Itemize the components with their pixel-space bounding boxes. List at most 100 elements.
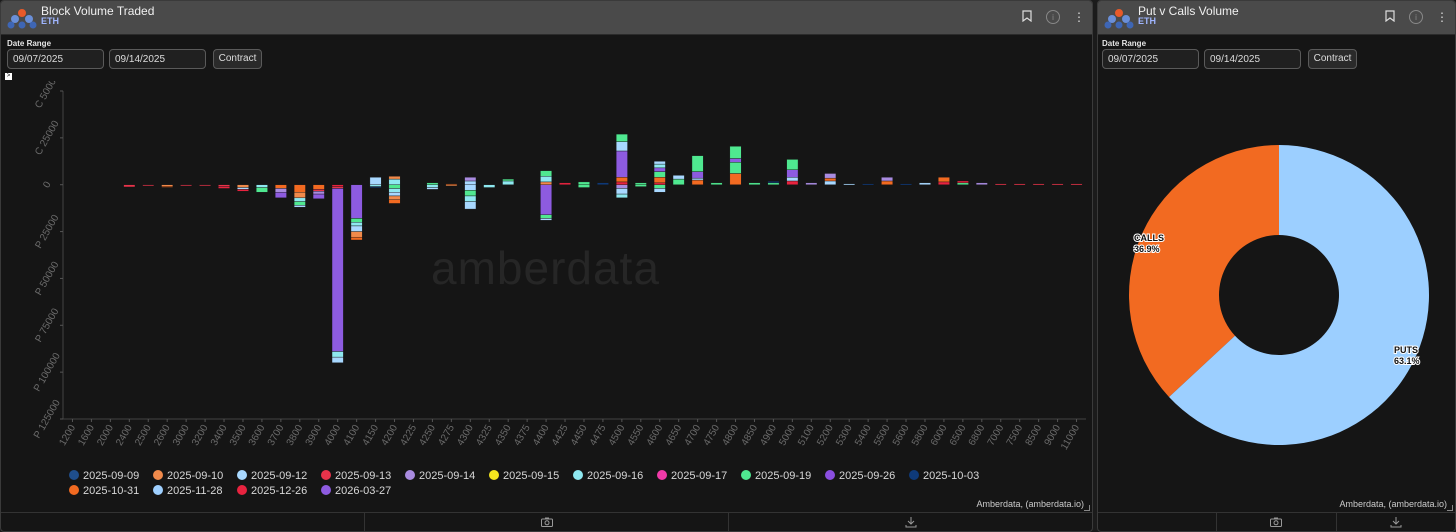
bar-segment[interactable] <box>824 177 837 182</box>
legend-item[interactable]: 2025-09-26 <box>825 470 895 482</box>
bar-segment[interactable] <box>540 214 552 219</box>
bar-segment[interactable] <box>956 182 969 185</box>
bar-segment[interactable] <box>426 182 439 185</box>
bar-segment[interactable] <box>199 184 211 187</box>
bar-segment[interactable] <box>653 188 666 193</box>
bar-segment[interactable] <box>1013 183 1026 186</box>
bar-segment[interactable] <box>237 184 249 188</box>
bar-segment[interactable] <box>142 184 155 187</box>
bar-segment[interactable] <box>237 187 249 190</box>
bar-segment[interactable] <box>161 184 174 187</box>
bar-segment[interactable] <box>388 199 401 204</box>
bar-segment[interactable] <box>331 188 344 352</box>
download-icon[interactable] <box>1337 513 1455 531</box>
bar-segment[interactable] <box>578 184 590 188</box>
bar-segment[interactable] <box>350 231 363 238</box>
legend-item[interactable]: 2025-09-15 <box>489 470 559 482</box>
bar-segment[interactable] <box>919 182 931 185</box>
bar-segment[interactable] <box>540 181 552 185</box>
camera-icon[interactable] <box>365 513 729 531</box>
bar-segment[interactable] <box>824 173 837 179</box>
bar-segment[interactable] <box>938 177 950 183</box>
bar-segment[interactable] <box>729 158 742 163</box>
more-vert-icon[interactable]: ⋮ <box>1436 10 1448 24</box>
bar-segment[interactable] <box>615 193 628 199</box>
bar-segment[interactable] <box>634 182 647 185</box>
bar-segment[interactable] <box>653 167 666 172</box>
bar-segment[interactable] <box>293 192 306 199</box>
bar-segment[interactable] <box>369 184 382 187</box>
bar-segment[interactable] <box>653 182 666 185</box>
bar-segment[interactable] <box>691 155 704 172</box>
bar-segment[interactable] <box>464 201 477 210</box>
bar-segment[interactable] <box>312 193 325 199</box>
bar-segment[interactable] <box>748 182 761 185</box>
bar-segment[interactable] <box>369 177 382 185</box>
resize-handle[interactable] <box>1447 505 1453 511</box>
bar-segment[interactable] <box>615 188 628 195</box>
camera-icon[interactable] <box>1217 513 1337 531</box>
bar-segment[interactable] <box>350 184 363 219</box>
bar-segment[interactable] <box>710 182 723 185</box>
bar-segment[interactable] <box>1051 183 1064 186</box>
bar-segment[interactable] <box>331 351 344 358</box>
bar-segment[interactable] <box>653 177 666 184</box>
legend-item[interactable]: 2025-09-10 <box>153 470 223 482</box>
date-to-input[interactable] <box>1204 49 1301 69</box>
bar-segment[interactable] <box>388 195 401 200</box>
bookmark-icon[interactable] <box>1020 10 1034 24</box>
legend-item[interactable]: 2025-10-31 <box>69 485 139 497</box>
bar-segment[interactable] <box>445 184 458 187</box>
bar-segment[interactable] <box>464 180 477 185</box>
bar-segment[interactable] <box>350 225 363 232</box>
bar-segment[interactable] <box>767 182 780 185</box>
info-icon[interactable]: i <box>1409 10 1423 24</box>
bar-segment[interactable] <box>293 184 306 193</box>
bar-segment[interactable] <box>256 184 268 188</box>
bar-segment[interactable] <box>975 182 988 185</box>
bar-segment[interactable] <box>312 191 325 195</box>
bar-segment[interactable] <box>729 146 742 159</box>
contract-button[interactable]: Contract <box>213 49 262 69</box>
bar-segment[interactable] <box>464 184 477 191</box>
bar-segment[interactable] <box>691 179 704 185</box>
bar-segment[interactable] <box>464 190 477 197</box>
bar-segment[interactable] <box>464 177 477 182</box>
donut-slice[interactable] <box>1169 145 1429 445</box>
resize-handle[interactable] <box>1084 505 1090 511</box>
bar-segment[interactable] <box>615 181 628 185</box>
bar-segment[interactable] <box>388 176 401 180</box>
bar-segment[interactable] <box>540 170 552 177</box>
legend-item[interactable]: 2026-03-27 <box>321 485 391 497</box>
expand-chevron-icon[interactable]: > <box>5 73 12 80</box>
bar-segment[interactable] <box>862 183 875 186</box>
bar-segment[interactable] <box>293 201 306 206</box>
bar-segment[interactable] <box>824 180 837 185</box>
bar-segment[interactable] <box>615 133 628 142</box>
bar-segment[interactable] <box>691 177 704 181</box>
bar-segment[interactable] <box>426 187 439 190</box>
bar-segment[interactable] <box>634 184 647 187</box>
bar-segment[interactable] <box>331 186 344 189</box>
bar-segment[interactable] <box>843 183 856 186</box>
bar-segment[interactable] <box>312 189 325 192</box>
bar-segment[interactable] <box>388 188 401 193</box>
bar-segment[interactable] <box>274 192 287 199</box>
bar-segment[interactable] <box>502 180 515 185</box>
legend-item[interactable]: 2025-09-16 <box>573 470 643 482</box>
bar-segment[interactable] <box>615 150 628 178</box>
bar-segment[interactable] <box>938 181 950 185</box>
bar-segment[interactable] <box>218 186 230 189</box>
bar-segment[interactable] <box>350 236 363 241</box>
bar-segment[interactable] <box>464 195 477 202</box>
bar-segment[interactable] <box>729 162 742 174</box>
legend-item[interactable]: 2025-09-13 <box>321 470 391 482</box>
bar-segment[interactable] <box>350 218 363 223</box>
bar-segment[interactable] <box>653 171 666 178</box>
bar-segment[interactable] <box>312 184 325 190</box>
legend-item[interactable]: 2025-10-03 <box>909 470 979 482</box>
bar-segment[interactable] <box>1032 183 1045 186</box>
bar-segment[interactable] <box>369 186 382 188</box>
legend-item[interactable]: 2025-11-28 <box>153 485 222 497</box>
bar-segment[interactable] <box>672 178 685 185</box>
